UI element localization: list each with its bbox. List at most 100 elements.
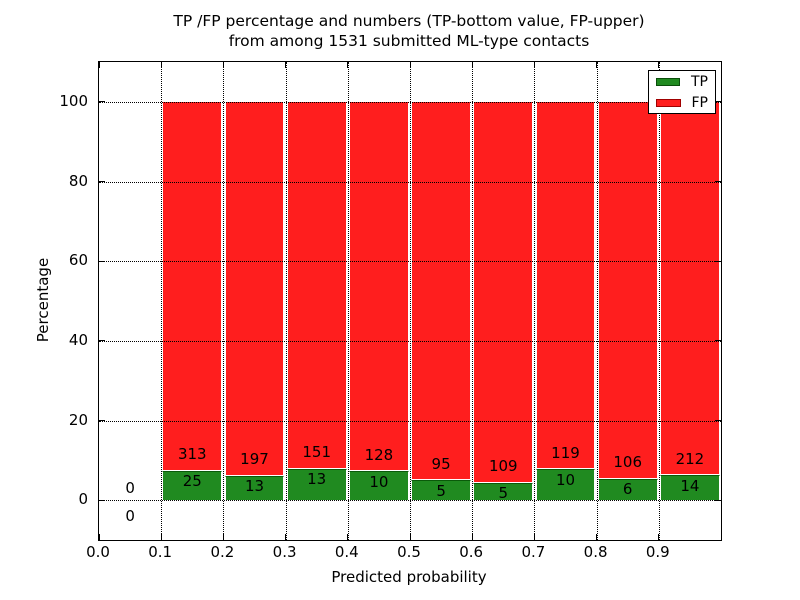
- tp-bar-0.3: [286, 468, 347, 501]
- fp-bar-0.5: [411, 101, 471, 481]
- x-tick-label-0.9: 0.9: [645, 543, 670, 561]
- y-tick-right-100: [715, 101, 721, 103]
- fp-count-label-0.5: 95: [431, 454, 451, 473]
- x-tick-label-0.8: 0.8: [583, 543, 608, 561]
- x-tick-bottom-0.7: [533, 534, 535, 540]
- x-tick-bottom-0.8: [596, 534, 598, 540]
- fp-bar-0.4: [349, 101, 409, 472]
- legend-item-tp: TP: [656, 75, 708, 89]
- x-tick-bottom-0.9: [658, 534, 660, 540]
- x-tick-top-0.6: [471, 62, 473, 68]
- gridline-x-0.3: [285, 62, 287, 540]
- x-tick-label-0.6: 0.6: [459, 543, 484, 561]
- gridline-x-0.5: [410, 62, 411, 540]
- tp-count-label-0.7: 10: [555, 470, 576, 489]
- tp-bar-0.5: [411, 480, 471, 501]
- y-tick-right-20: [715, 420, 721, 421]
- fp-count-label-0.1: 313: [177, 445, 207, 464]
- tp-swatch-icon: [656, 77, 680, 86]
- x-tick-top-0.3: [285, 62, 287, 68]
- x-tick-bottom-0: [98, 534, 100, 540]
- tp-bar-0.7: [535, 469, 596, 501]
- x-tick-label-0.4: 0.4: [334, 543, 359, 561]
- fp-bar-0.3: [286, 101, 347, 469]
- chart-title: TP /FP percentage and numbers (TP-bottom…: [9, 11, 800, 51]
- y-tick-right-40: [715, 340, 721, 342]
- y-tick-left-80: [99, 181, 105, 182]
- y-tick-label-20: 20: [68, 410, 88, 429]
- y-tick-label-40: 40: [68, 330, 88, 349]
- fp-count-label-0.9: 212: [675, 449, 705, 468]
- tp-bar-0.9: [660, 475, 720, 501]
- fp-count-label-0.6: 109: [488, 457, 518, 476]
- fp-count-label-0.2: 197: [240, 450, 269, 468]
- x-tick-label-0.1: 0.1: [148, 543, 173, 561]
- y-tick-label-60: 60: [68, 251, 88, 270]
- x-tick-bottom-0.4: [347, 534, 349, 540]
- fp-count-label-0.8: 106: [613, 453, 642, 472]
- y-tick-left-60: [99, 260, 105, 262]
- gridline-x-0.2: [223, 62, 225, 540]
- y-tick-left-0: [99, 499, 105, 501]
- fp-bar-0.9: [660, 101, 720, 476]
- x-tick-top-0.8: [596, 62, 598, 68]
- tp-bar-0.6: [473, 482, 534, 501]
- x-tick-top-0.5: [409, 62, 411, 68]
- chart-title-line2: from among 1531 submitted ML-type contac…: [228, 32, 590, 50]
- tp-bar-0.8: [597, 478, 658, 501]
- gridline-x-0.4: [347, 62, 349, 540]
- x-tick-label-0.5: 0.5: [397, 543, 421, 561]
- x-tick-bottom-0.1: [160, 534, 162, 540]
- tp-count-label-0.4: 10: [369, 472, 389, 491]
- y-tick-right-0: [715, 499, 721, 501]
- y-axis-label: Percentage: [34, 257, 52, 343]
- tp-count-label-0.2: 13: [244, 477, 265, 495]
- y-tick-right-80: [715, 181, 721, 182]
- legend-label-fp: FP: [691, 94, 709, 111]
- x-tick-bottom-0.3: [285, 534, 287, 540]
- x-tick-label-0.7: 0.7: [521, 543, 546, 561]
- gridline-x-0.1: [161, 62, 163, 540]
- fp-bar-0.7: [535, 101, 596, 470]
- y-tick-left-20: [99, 420, 105, 421]
- y-tick-label-0: 0: [78, 490, 88, 509]
- gridline-x-0.9: [658, 62, 660, 540]
- tp-count-label-0: 0: [125, 506, 135, 525]
- fp-count-label-0.3: 151: [302, 443, 331, 462]
- tp-bar-0.2: [224, 475, 285, 501]
- y-tick-label-80: 80: [68, 171, 88, 190]
- legend-label-tp: TP: [691, 73, 708, 90]
- y-tick-left-40: [99, 340, 105, 342]
- fp-count-label-0: 0: [125, 478, 135, 497]
- tp-count-label-0.6: 5: [498, 484, 509, 503]
- x-tick-bottom-0.6: [471, 534, 473, 540]
- tp-count-label-0.3: 13: [307, 470, 327, 489]
- gridline-x-0.6: [472, 62, 474, 540]
- fp-bar-0.8: [597, 101, 658, 479]
- tp-count-label-0.5: 5: [436, 481, 446, 500]
- x-tick-top-0.4: [347, 62, 349, 68]
- fp-swatch-icon: [656, 98, 681, 107]
- gridline-x-0.7: [534, 62, 536, 540]
- gridline-x-0.8: [596, 62, 598, 540]
- x-tick-label-0.2: 0.2: [210, 543, 235, 561]
- x-tick-top-0.1: [160, 62, 162, 68]
- x-tick-top-0.7: [533, 62, 535, 68]
- tp-count-label-0.8: 6: [622, 480, 633, 499]
- y-tick-label-100: 100: [59, 91, 88, 110]
- fp-bar-0.6: [473, 101, 534, 483]
- fp-count-label-0.4: 128: [364, 445, 394, 464]
- x-axis-label: Predicted probability: [331, 568, 487, 586]
- fp-bar-0.1: [162, 101, 223, 471]
- tp-count-label-0.9: 14: [680, 476, 700, 495]
- tp-bar-0.4: [349, 471, 409, 501]
- tp-bar-0.1: [162, 470, 223, 501]
- x-tick-top-0: [98, 62, 100, 68]
- x-tick-bottom-0.2: [222, 534, 224, 540]
- y-tick-right-60: [715, 260, 721, 262]
- y-tick-left-100: [99, 101, 105, 103]
- legend-item-fp: FP: [656, 96, 708, 110]
- x-tick-label-0.3: 0.3: [272, 543, 297, 561]
- plot-area: TP FP 0 0 313 25 197 13 151 13 128 10 95 5 109 5 119 10…: [98, 61, 722, 541]
